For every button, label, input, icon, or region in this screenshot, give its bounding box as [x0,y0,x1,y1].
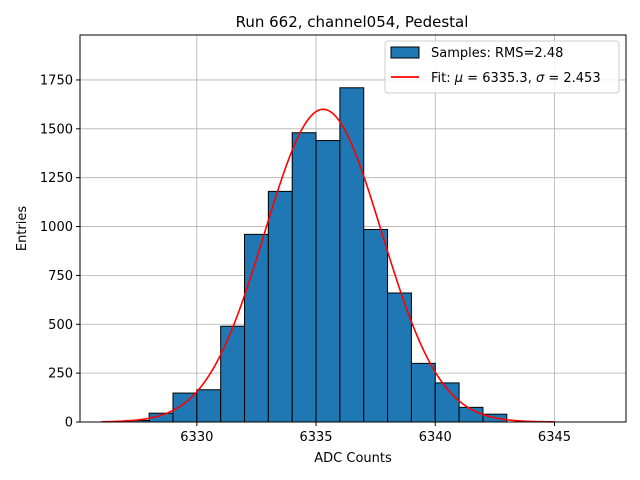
fit-curve [101,108,555,423]
y-tick-label-5: 1250 [40,171,73,186]
x-axis-label: ADC Counts [314,451,392,466]
histogram-bar-5 [244,233,269,423]
histogram-bar-9 [339,87,365,423]
legend-box [384,40,620,94]
histogram-bars [124,87,508,423]
histogram-bar-12 [410,362,436,423]
legend-fit-label: Fit: μ = 6335.3, σ = 2.453 [431,71,601,86]
legend-fit-mu-value: = 6335.3, [463,71,536,86]
legend-fit-prefix: Fit: [431,71,455,86]
chart-title: Run 662, channel054, Pedestal [236,13,469,31]
y-axis-label: Entries [15,206,30,252]
legend-fit-sigma-value: = 2.453 [544,71,600,86]
histogram-bar-3 [196,389,222,423]
x-axis-ticks: 6330 6335 6340 6345 [180,422,571,445]
y-tick-label-3: 750 [48,269,73,284]
legend: Samples: RMS=2.48 Fit: μ = 6335.3, σ = 2… [384,40,620,94]
x-tick-label-2: 6340 [419,430,452,445]
plot-frame [79,34,627,423]
legend-hist-label: Samples: RMS=2.48 [431,46,563,61]
legend-fit-sigma-symbol: σ [536,71,545,86]
y-tick-label-7: 1750 [40,73,73,88]
histogram-bar-2 [172,392,198,423]
x-tick-label-1: 6335 [299,430,332,445]
fit-curve-group [101,108,555,423]
histogram-bar-4 [220,325,246,423]
x-tick-label-3: 6345 [538,430,571,445]
histogram-bar-10 [363,228,389,423]
histogram-bar-6 [267,190,293,423]
y-tick-label-4: 1000 [40,220,73,235]
y-tick-label-0: 0 [65,416,73,431]
y-axis-ticks: 0 250 500 750 1000 1250 1500 1750 [40,73,80,431]
y-tick-label-6: 1500 [40,122,73,137]
histogram-bar-7 [291,132,317,423]
legend-hist-swatch [390,46,420,59]
legend-fit-mu-symbol: μ [454,71,463,86]
histogram-bar-8 [315,140,341,423]
y-tick-label-1: 250 [48,367,73,382]
x-tick-label-0: 6330 [180,430,213,445]
y-tick-label-2: 500 [48,318,73,333]
